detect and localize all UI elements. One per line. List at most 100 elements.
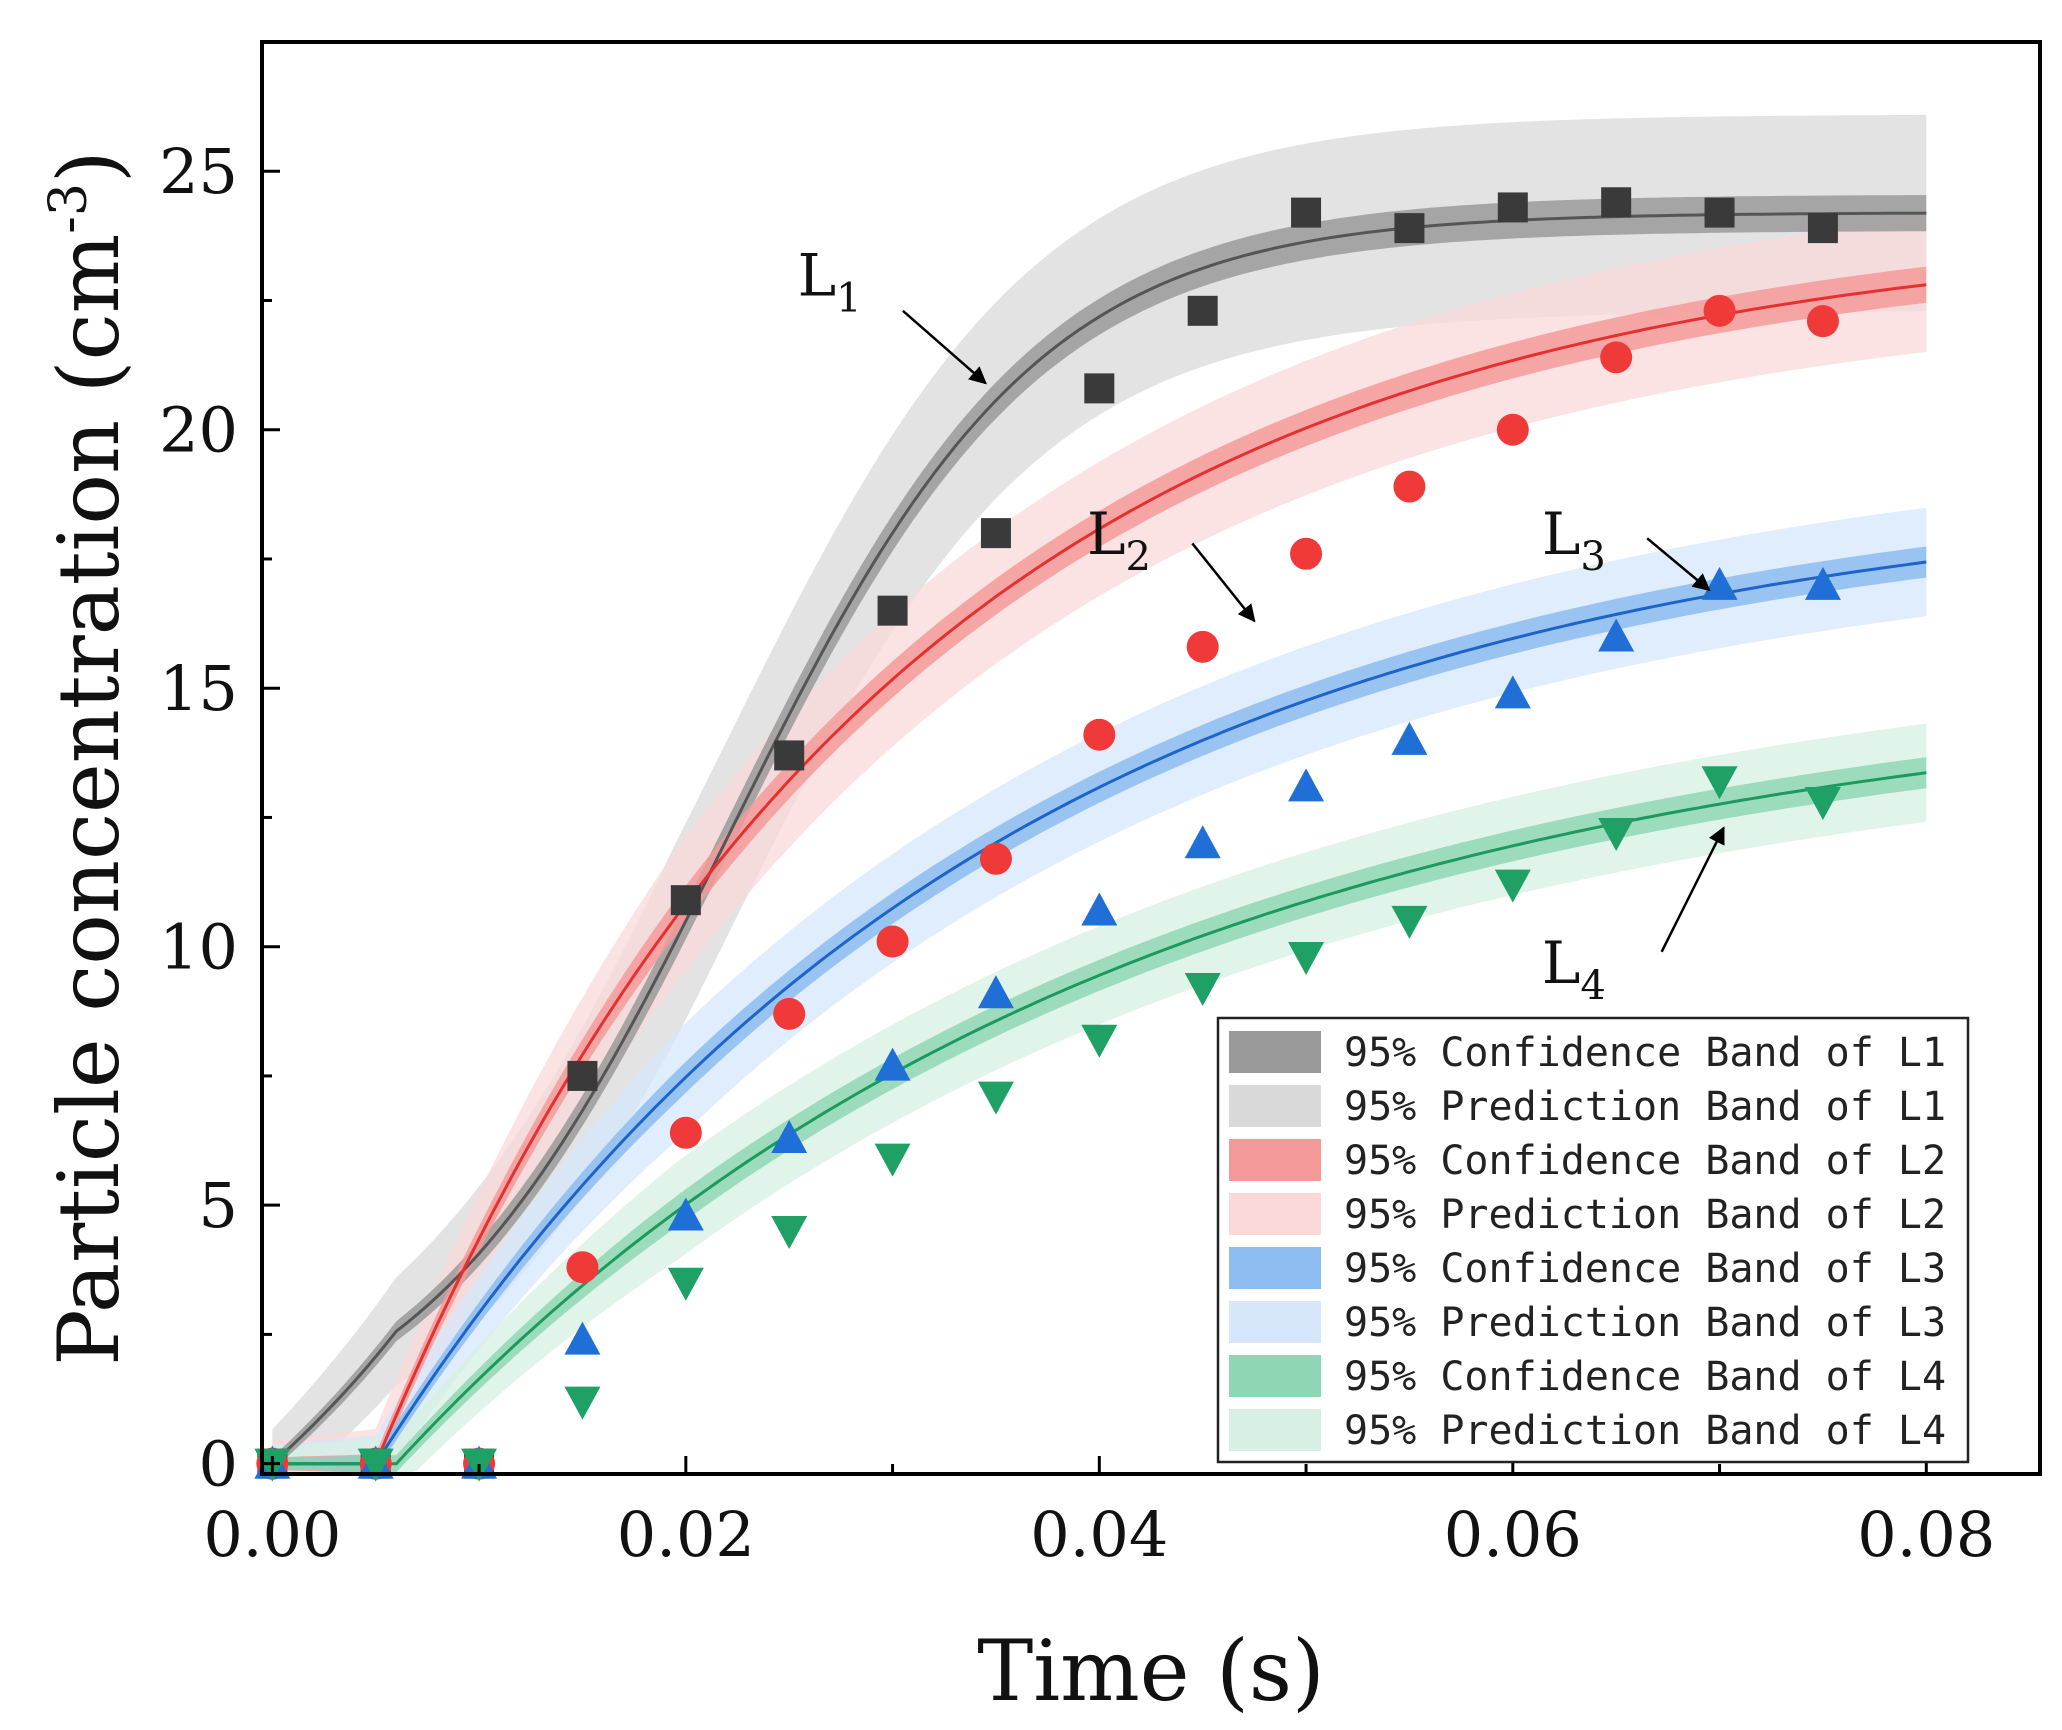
curve-label-L3: L3 — [1542, 500, 1606, 580]
data-point-L4-3 — [564, 1386, 601, 1420]
legend-label-3: 95% Prediction Band of L2 — [1344, 1192, 1946, 1238]
curve-label-sub-L2: 2 — [1126, 534, 1151, 580]
data-point-L1-10 — [1291, 197, 1322, 228]
data-point-L3-10 — [1288, 768, 1325, 802]
y-tick-label-5: 25 — [159, 135, 238, 208]
fit-line-L3 — [272, 560, 1927, 1466]
curve-arrow-L3 — [1646, 537, 1711, 592]
data-point-L3-7 — [977, 975, 1014, 1009]
data-point-L1-8 — [1084, 373, 1115, 404]
legend-swatch-6 — [1227, 1353, 1323, 1399]
x-tick-label-0: 0.00 — [203, 1498, 341, 1571]
data-point-L2-10 — [1290, 537, 1323, 570]
data-point-L1-12 — [1497, 192, 1528, 223]
data-point-L2-6 — [876, 925, 909, 958]
data-point-L4-10 — [1288, 942, 1325, 976]
data-point-L1-13 — [1601, 187, 1632, 218]
data-point-L2-5 — [773, 997, 806, 1030]
data-point-L1-11 — [1394, 213, 1425, 244]
legend-swatch-0 — [1227, 1029, 1323, 1075]
data-point-L2-11 — [1393, 470, 1426, 503]
curve-label-main-L4: L — [1542, 929, 1581, 997]
x-tick-label-1: 0.02 — [617, 1498, 755, 1571]
y-axis-title-main: Particle concentration (cm — [40, 234, 138, 1366]
data-point-L3-15 — [1804, 566, 1841, 600]
legend-label-4: 95% Confidence Band of L3 — [1344, 1246, 1946, 1292]
data-point-L4-5 — [771, 1216, 808, 1250]
data-point-L3-5 — [771, 1119, 808, 1153]
data-point-L2-13 — [1600, 341, 1633, 374]
data-point-L4-12 — [1494, 869, 1531, 903]
data-point-L3-9 — [1184, 825, 1221, 859]
curve-label-sub-L1: 1 — [836, 275, 861, 321]
legend: 95% Confidence Band of L1 95% Prediction … — [1216, 1016, 1970, 1464]
confidence-band-L3 — [272, 546, 1927, 1472]
legend-label-0: 95% Confidence Band of L1 — [1344, 1030, 1946, 1076]
legend-swatch-1 — [1227, 1083, 1323, 1129]
data-point-L1-4 — [670, 885, 701, 916]
curve-label-main-L2: L — [1087, 500, 1126, 568]
data-point-L4-11 — [1391, 905, 1428, 939]
curve-label-L4: L4 — [1542, 929, 1606, 1009]
data-point-L2-3 — [566, 1251, 599, 1284]
data-point-L4-8 — [1081, 1024, 1118, 1058]
y-axis-title: Particle concentration (cm-3) — [39, 150, 138, 1365]
data-point-L3-8 — [1081, 892, 1118, 926]
fit-line-L2 — [272, 283, 1927, 1466]
x-tick-label-4: 0.08 — [1857, 1498, 1995, 1571]
data-point-L1-7 — [980, 518, 1011, 549]
data-point-L2-15 — [1806, 305, 1839, 338]
y-axis-title-close: ) — [40, 150, 138, 183]
data-point-L2-4 — [669, 1116, 702, 1149]
data-point-L1-14 — [1704, 197, 1735, 228]
fit-line-layer — [271, 211, 1927, 1466]
curve-label-sub-L3: 3 — [1580, 534, 1605, 580]
y-axis: 0 5 10 15 20 25 — [159, 135, 280, 1501]
legend-swatch-2 — [1227, 1137, 1323, 1183]
legend-label-7: 95% Prediction Band of L4 — [1344, 1408, 1946, 1454]
data-point-L3-3 — [564, 1321, 601, 1355]
x-tick-label-2: 0.04 — [1030, 1498, 1168, 1571]
data-point-L3-6 — [874, 1047, 911, 1081]
data-point-L4-1 — [357, 1448, 394, 1482]
legend-swatch-4 — [1227, 1245, 1323, 1291]
legend-label-6: 95% Confidence Band of L4 — [1344, 1354, 1946, 1400]
y-tick-label-1: 5 — [199, 1169, 238, 1242]
data-point-L4-13 — [1598, 817, 1635, 851]
data-point-L4-14 — [1701, 766, 1738, 800]
legend-swatch-7 — [1227, 1407, 1323, 1453]
curve-label-sub-L4: 4 — [1580, 963, 1605, 1009]
y-axis-title-superscript: -3 — [39, 183, 99, 234]
legend-label-5: 95% Prediction Band of L3 — [1344, 1300, 1946, 1346]
x-tick-label-3: 0.06 — [1444, 1498, 1582, 1571]
data-point-L1-5 — [774, 740, 805, 771]
data-point-L2-14 — [1703, 294, 1736, 327]
data-point-L3-4 — [667, 1197, 704, 1231]
curve-label-L2: L2 — [1087, 500, 1151, 580]
y-tick-label-3: 15 — [159, 652, 238, 725]
data-point-L4-7 — [977, 1081, 1014, 1115]
legend-swatch-3 — [1227, 1191, 1323, 1237]
fit-line-L4 — [272, 771, 1927, 1466]
x-axis: 0.00 0.02 0.04 0.06 0.08 — [203, 1456, 1995, 1571]
data-point-L3-12 — [1494, 675, 1531, 709]
curve-label-L1: L1 — [798, 241, 862, 321]
y-tick-label-0: 0 — [199, 1428, 238, 1501]
data-point-L3-11 — [1391, 721, 1428, 755]
data-point-L4-15 — [1804, 786, 1841, 820]
data-point-L4-9 — [1184, 973, 1221, 1007]
fit-line-L1 — [271, 211, 1927, 1465]
legend-label-2: 95% Confidence Band of L2 — [1344, 1138, 1946, 1184]
data-point-L3-13 — [1598, 618, 1635, 652]
curve-label-main-L1: L — [798, 241, 837, 309]
curve-arrow-L1 — [902, 309, 987, 385]
plot-frame — [260, 40, 2042, 1476]
data-point-L1-15 — [1807, 213, 1838, 244]
data-point-L1-6 — [877, 595, 908, 626]
data-point-L1-9 — [1187, 295, 1218, 326]
y-tick-label-4: 20 — [159, 394, 238, 467]
data-point-L3-14 — [1701, 566, 1738, 600]
data-point-L2-7 — [979, 842, 1012, 875]
